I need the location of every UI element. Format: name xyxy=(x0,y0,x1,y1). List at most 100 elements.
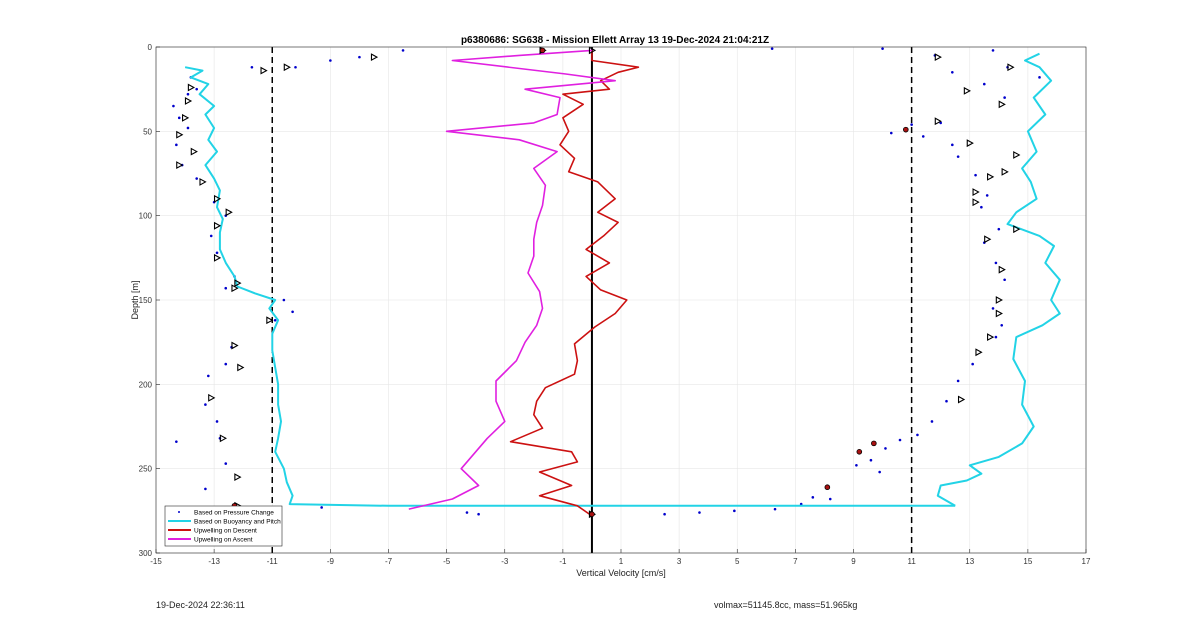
red-dot-marker xyxy=(871,440,877,447)
triangle-marker xyxy=(998,265,1006,274)
pressure-change-point xyxy=(910,123,913,126)
triangle-marker xyxy=(934,53,942,62)
pressure-change-point xyxy=(401,49,405,52)
x-tick-label: 11 xyxy=(907,557,916,566)
x-tick-label: -9 xyxy=(327,557,335,566)
y-tick-labels: 0 50 100 150 200 250 300 xyxy=(139,43,153,558)
x-tick-label: -3 xyxy=(501,557,509,566)
triangle-marker xyxy=(975,348,983,357)
triangle-marker xyxy=(225,208,233,217)
triangle-marker xyxy=(199,178,207,186)
pressure-change-point xyxy=(294,65,297,69)
pressure-change-point xyxy=(204,403,207,406)
triangle-marker xyxy=(213,221,222,230)
footer-volmax-mass: volmax=51145.8cc, mass=51.965kg xyxy=(714,600,858,610)
triangle-marker xyxy=(987,172,995,181)
triangle-marker xyxy=(182,113,190,122)
pressure-change-point xyxy=(465,511,469,514)
red-dot-marker xyxy=(539,47,546,54)
pressure-change-point xyxy=(878,470,881,474)
pressure-change-point xyxy=(884,447,887,450)
chart-title: p6380686: SG638 - Mission Ellett Array 1… xyxy=(461,35,769,46)
triangle-marker xyxy=(234,473,242,482)
triangle-marker xyxy=(266,316,274,325)
pressure-change-point xyxy=(215,251,219,255)
x-tick-label: -13 xyxy=(208,557,220,566)
pressure-change-point xyxy=(175,440,178,443)
pressure-change-point xyxy=(951,71,954,74)
markers-layer xyxy=(176,46,1021,519)
x-tick-label: 13 xyxy=(965,557,974,566)
y-tick-label: 200 xyxy=(139,380,153,389)
triangle-marker xyxy=(972,188,980,196)
triangle-marker xyxy=(966,139,974,148)
y-tick-label: 50 xyxy=(143,127,152,136)
pressure-change-point xyxy=(799,502,803,506)
pressure-change-point xyxy=(698,511,701,514)
y-tick-label: 250 xyxy=(139,465,153,474)
x-tick-label: 5 xyxy=(735,557,740,566)
x-tick-label: -15 xyxy=(150,557,162,566)
x-tick-labels: -15 -13 -11 -9 -7 -5 -3 -1 1 3 5 7 9 11 13 15 17 xyxy=(150,557,1091,566)
triangle-marker xyxy=(588,46,597,55)
pressure-change-point xyxy=(916,433,919,437)
legend-entry: Upwelling on Ascent xyxy=(194,536,253,543)
triangle-marker xyxy=(370,53,379,62)
buoyancy-pitch-line xyxy=(936,52,1061,507)
x-tick-label: 3 xyxy=(677,557,682,566)
legend-entry: Upwelling on Descent xyxy=(194,527,257,534)
pressure-change-point xyxy=(209,234,213,238)
pressure-change-point xyxy=(320,506,323,509)
triangle-marker xyxy=(972,198,980,207)
pressure-change-point xyxy=(869,458,873,462)
x-tick-label: 17 xyxy=(1082,557,1091,566)
descent-upwelling-line xyxy=(509,50,640,517)
y-tick-label: 0 xyxy=(148,43,153,52)
pressure-change-point xyxy=(991,49,995,52)
pressure-change-point xyxy=(282,298,286,302)
y-axis-label: Depth [m] xyxy=(130,280,140,319)
pressure-change-point xyxy=(273,318,277,322)
triangle-marker xyxy=(231,284,239,293)
pressure-change-point xyxy=(175,143,178,147)
pressure-change-point xyxy=(982,82,986,86)
triangle-marker xyxy=(987,333,995,342)
pressure-change-point xyxy=(186,92,190,96)
pressure-change-point xyxy=(956,155,960,158)
plot-frame xyxy=(155,46,1087,554)
pressure-change-point xyxy=(828,497,832,501)
red-dot-marker xyxy=(589,511,595,518)
pressure-change-point xyxy=(733,509,736,513)
pressure-change-point xyxy=(773,507,777,511)
x-tick-label: 15 xyxy=(1023,557,1032,566)
triangle-marker xyxy=(190,147,198,156)
triangle-marker xyxy=(998,100,1006,109)
red-dot-marker xyxy=(903,126,909,133)
pressure-change-point xyxy=(889,131,893,135)
y-tick-label: 300 xyxy=(139,549,153,558)
triangle-marker xyxy=(219,434,227,443)
pressure-change-point xyxy=(770,47,774,50)
pressure-change-point xyxy=(291,310,294,314)
triangle-marker xyxy=(208,393,216,402)
pressure-change-point xyxy=(898,438,902,442)
triangle-marker xyxy=(1013,225,1021,234)
triangle-marker xyxy=(231,341,239,350)
pressure-change-point xyxy=(994,261,998,265)
triangle-marker xyxy=(995,309,1003,318)
triangle-marker xyxy=(1001,167,1009,176)
y-tick-label: 150 xyxy=(139,296,153,305)
pressure-change-point xyxy=(215,420,219,423)
grid xyxy=(155,46,1087,554)
pressure-change-point xyxy=(329,59,332,62)
triangle-marker xyxy=(934,117,942,126)
buoyancy-pitch-line xyxy=(184,66,956,507)
series-layer xyxy=(172,47,1061,517)
pressure-change-point xyxy=(811,496,815,499)
pressure-change-point xyxy=(358,55,361,59)
pressure-change-point xyxy=(951,143,954,147)
pressure-change-point xyxy=(224,362,228,366)
x-tick-label: -11 xyxy=(267,557,279,566)
triangle-marker xyxy=(283,63,291,72)
ascent-upwelling-line xyxy=(408,49,617,510)
